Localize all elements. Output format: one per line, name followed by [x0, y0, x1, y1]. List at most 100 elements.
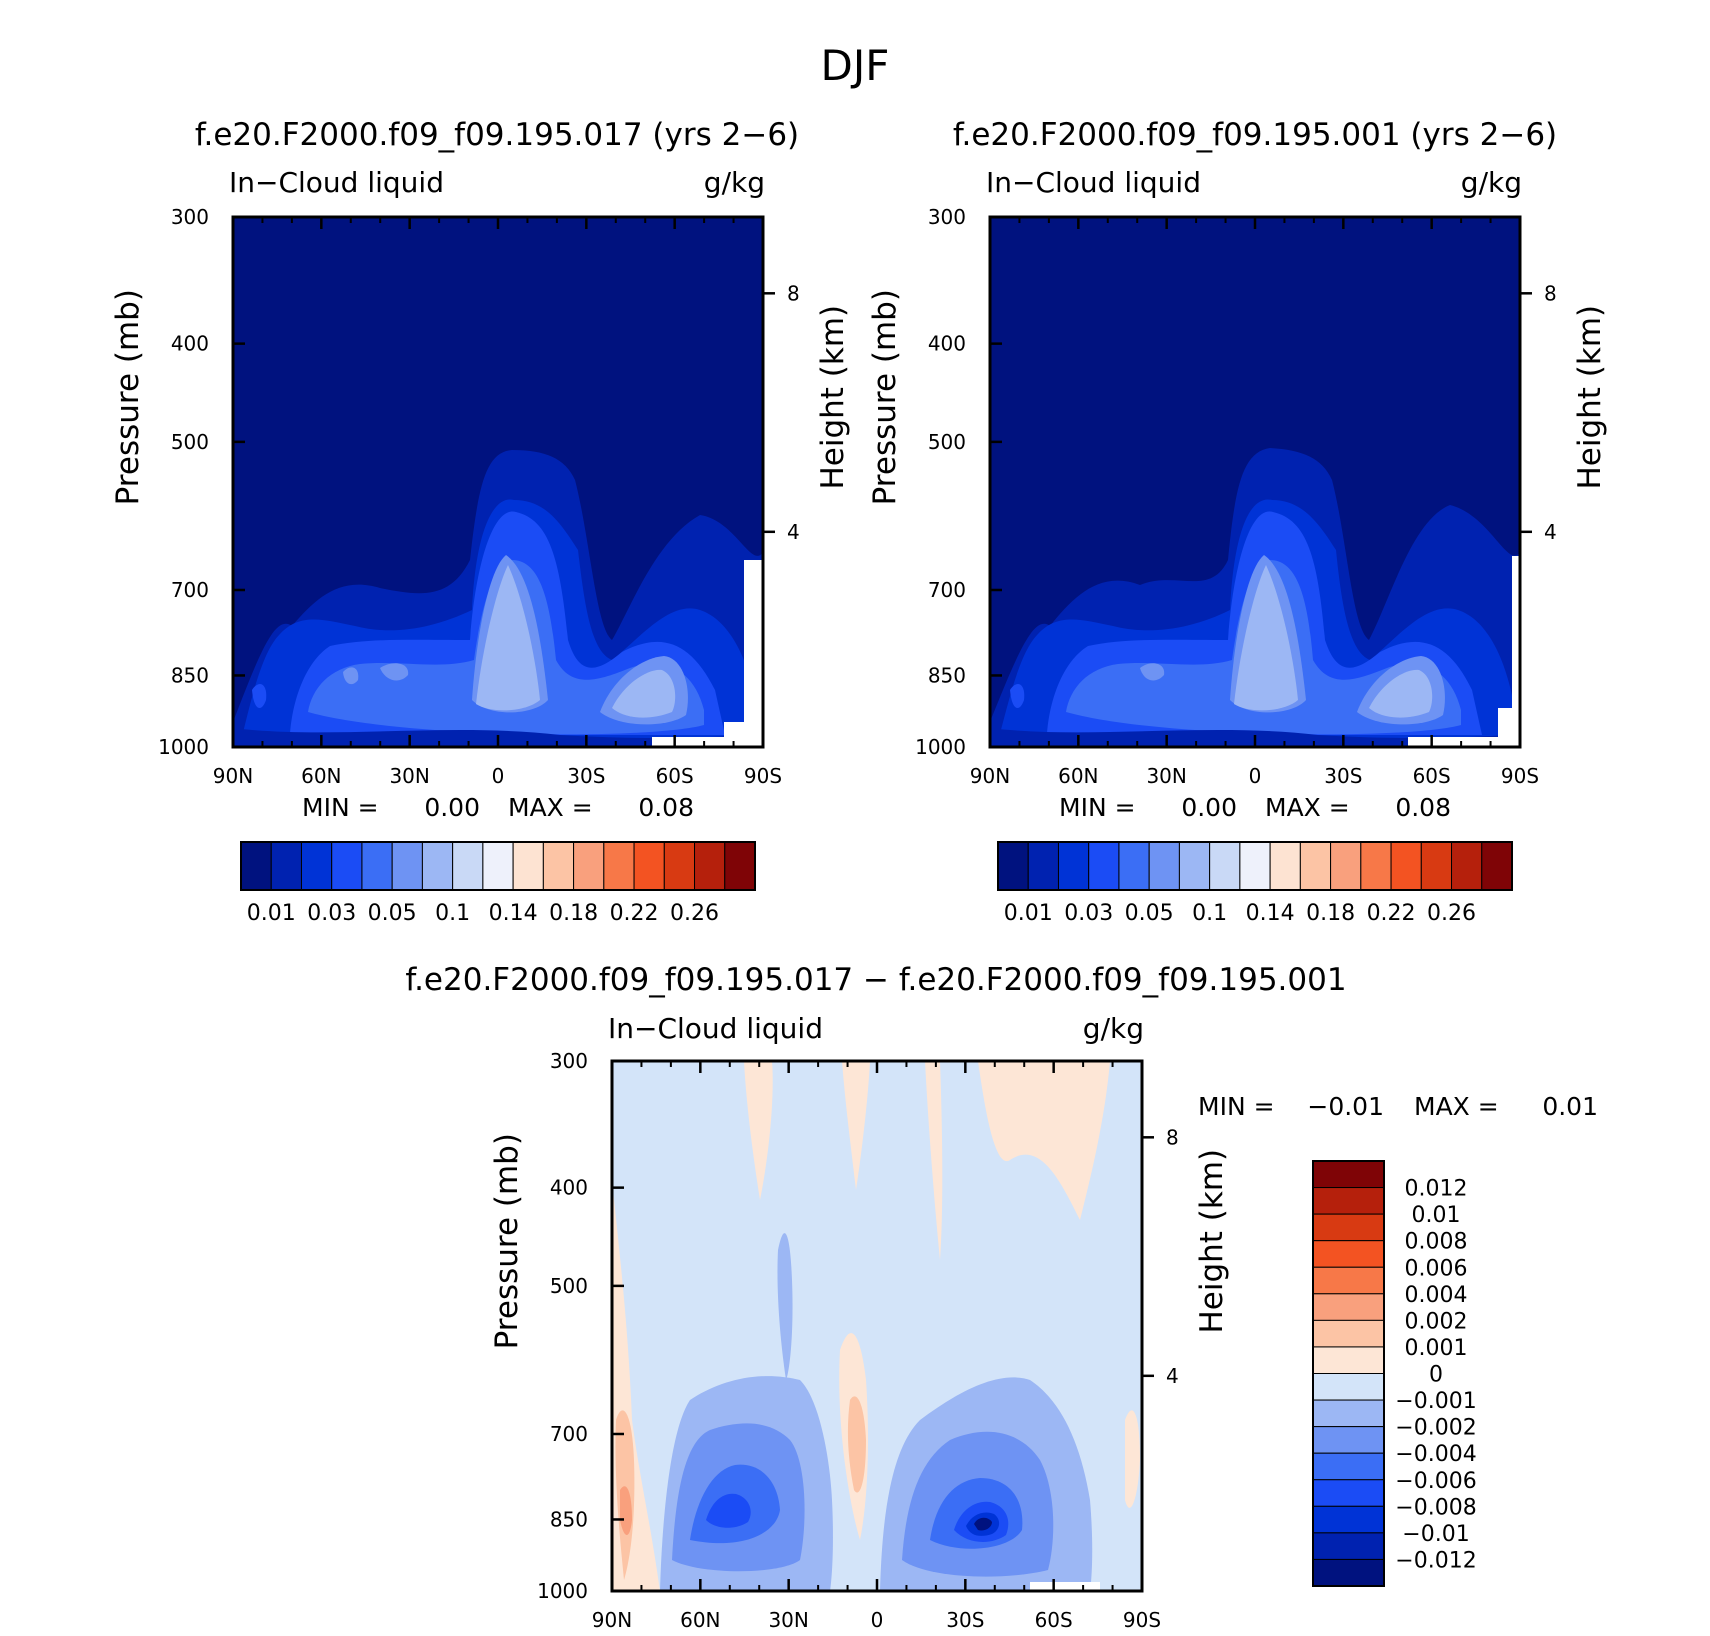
- colorbar-label: 0.26: [670, 901, 719, 926]
- panel-c-y-axis-title: Pressure (mb): [489, 1133, 525, 1349]
- panel-c-x-tick-label: 90N: [592, 1608, 632, 1632]
- colorbar-swatch: [1312, 1213, 1385, 1242]
- colorbar-swatch: [452, 841, 484, 891]
- colorbar-label: 0.05: [1125, 901, 1174, 926]
- panel-c-min-value: −0.01: [1307, 1092, 1384, 1121]
- panel-c-y-tick-label: 1000: [537, 1579, 588, 1603]
- panel-c-y-tick-label: 400: [550, 1176, 588, 1200]
- colorbar-label: −0.006: [1395, 1469, 1476, 1494]
- colorbar-label: 0.14: [1246, 901, 1295, 926]
- panel-c-y2-axis-title: Height (km): [1194, 1149, 1230, 1334]
- colorbar-label: 0: [1429, 1363, 1443, 1388]
- panel-b-y2-axis-title: Height (km): [1572, 305, 1608, 490]
- panel-c-variable-label: In−Cloud liquid: [608, 1012, 823, 1045]
- panel-c-x-tick-label: 60S: [1035, 1608, 1073, 1632]
- panel-b-x-tick-label: 0: [1249, 764, 1262, 788]
- panel-b-max-value: 0.08: [1395, 793, 1451, 822]
- panel-c: f.e20.F2000.f09_f09.195.017 − f.e20.F200…: [405, 962, 1598, 1632]
- colorbar-label: 0.22: [610, 901, 659, 926]
- colorbar-label: 0.22: [1367, 901, 1416, 926]
- panel-a-y-tick-label: 850: [171, 663, 209, 687]
- colorbar-label: 0.01: [1412, 1203, 1461, 1228]
- colorbar-swatch: [603, 841, 635, 891]
- panel-c-stats: MIN = −0.01 MAX = 0.01: [1198, 1092, 1598, 1121]
- colorbar-swatch: [1118, 841, 1150, 891]
- colorbar-swatch: [1088, 841, 1120, 891]
- colorbar-label: −0.012: [1395, 1548, 1476, 1573]
- colorbar-swatch: [1209, 841, 1241, 891]
- panel-b-y-tick-label: 400: [928, 332, 966, 356]
- panel-c-x-tick-label: 90S: [1123, 1608, 1161, 1632]
- panel-b-x-tick-label: 90S: [1501, 764, 1539, 788]
- panel-c-x-tick-label: 60N: [680, 1608, 720, 1632]
- colorbar-swatch: [391, 841, 423, 891]
- colorbar-swatch: [331, 841, 363, 891]
- colorbar-swatch: [724, 841, 756, 891]
- panel-b-stats: MIN = 0.00 MAX = 0.08: [1059, 793, 1451, 822]
- panel-b-contour-field: [990, 217, 1520, 747]
- panel-b-x-tick-label: 60S: [1413, 764, 1451, 788]
- panel-b-x-tick-label: 30N: [1146, 764, 1186, 788]
- colorbar-swatch: [1312, 1505, 1385, 1534]
- panel-b-y-tick-label: 500: [928, 430, 966, 454]
- panel-a-title: f.e20.F2000.f09_f09.195.017 (yrs 2−6): [195, 117, 799, 153]
- colorbar-swatch: [1299, 841, 1332, 891]
- panel-b-variable-label: In−Cloud liquid: [986, 166, 1201, 199]
- colorbar-label: −0.002: [1395, 1416, 1476, 1441]
- colorbar-swatch: [1312, 1266, 1385, 1295]
- panel-c-x-tick-label: 30N: [768, 1608, 808, 1632]
- panel-c-x-tick-label: 30S: [946, 1608, 984, 1632]
- colorbar-swatch: [361, 841, 393, 891]
- panel-b-x-tick-label: 30S: [1324, 764, 1362, 788]
- panel-c-max-value: 0.01: [1542, 1092, 1598, 1121]
- colorbar-label: −0.001: [1395, 1389, 1476, 1414]
- panel-c-y2-tick-label: 8: [1166, 1125, 1179, 1149]
- panel-b-y-tick-label: 300: [928, 205, 966, 229]
- panel-a-y-tick-label: 500: [171, 430, 209, 454]
- colorbar-swatch: [1390, 841, 1422, 891]
- panel-a-y-tick-label: 1000: [158, 735, 209, 759]
- colorbar-swatch: [1312, 1373, 1385, 1401]
- colorbar-swatch: [1148, 841, 1180, 891]
- colorbar-swatch: [997, 841, 1029, 891]
- colorbar-swatch: [1057, 841, 1090, 891]
- colorbar-label: 0.012: [1405, 1177, 1468, 1202]
- colorbar-swatch: [1312, 1452, 1385, 1481]
- colorbar-label: −0.01: [1402, 1522, 1469, 1547]
- panel-c-units-label: g/kg: [1083, 1012, 1144, 1045]
- colorbar-swatch: [1269, 841, 1301, 891]
- panel-c-contour-field: [612, 1061, 1142, 1591]
- colorbar-label: 0.18: [549, 901, 598, 926]
- panel-c-y-tick-label: 300: [550, 1049, 588, 1073]
- colorbar-label: 0.006: [1405, 1256, 1468, 1281]
- panel-b-colorbar: 0.01 0.03 0.05 0.1 0.14 0.18 0.22 0.26: [997, 841, 1513, 926]
- colorbar-swatch: [1481, 841, 1513, 891]
- colorbar-swatch: [694, 841, 726, 891]
- panel-c-y2-tick-label: 4: [1166, 1364, 1179, 1388]
- colorbar-swatch: [1312, 1479, 1385, 1507]
- panel-a-y2-axis-title: Height (km): [815, 305, 851, 490]
- panel-a-y-tick-label: 700: [171, 578, 209, 602]
- colorbar-label: −0.008: [1395, 1495, 1476, 1520]
- panel-a-y-tick-label: 400: [171, 332, 209, 356]
- colorbar-swatch: [300, 841, 333, 891]
- colorbar-label: 0.1: [435, 901, 470, 926]
- colorbar-swatch: [1312, 1160, 1385, 1189]
- colorbar-swatch: [1451, 841, 1483, 891]
- colorbar-label: 0.01: [247, 901, 296, 926]
- panel-a-y2-tick-label: 8: [787, 281, 800, 305]
- panel-a-x-tick-label: 30S: [567, 764, 605, 788]
- panel-b-y2-tick-label: 4: [1544, 520, 1557, 544]
- colorbar-label: 0.26: [1427, 901, 1476, 926]
- colorbar-swatch: [1312, 1293, 1385, 1321]
- colorbar-swatch: [1027, 841, 1059, 891]
- panel-a-x-tick-label: 60S: [656, 764, 694, 788]
- colorbar-swatch: [1312, 1532, 1385, 1560]
- panel-a-x-tick-label: 60N: [301, 764, 341, 788]
- colorbar-label: 0.05: [368, 901, 417, 926]
- colorbar-swatch: [270, 841, 302, 891]
- colorbar-swatch: [1239, 841, 1271, 891]
- colorbar-label: 0.1: [1192, 901, 1227, 926]
- panel-a-stats: MIN = 0.00 MAX = 0.08: [302, 793, 694, 822]
- colorbar-swatch: [1312, 1346, 1385, 1374]
